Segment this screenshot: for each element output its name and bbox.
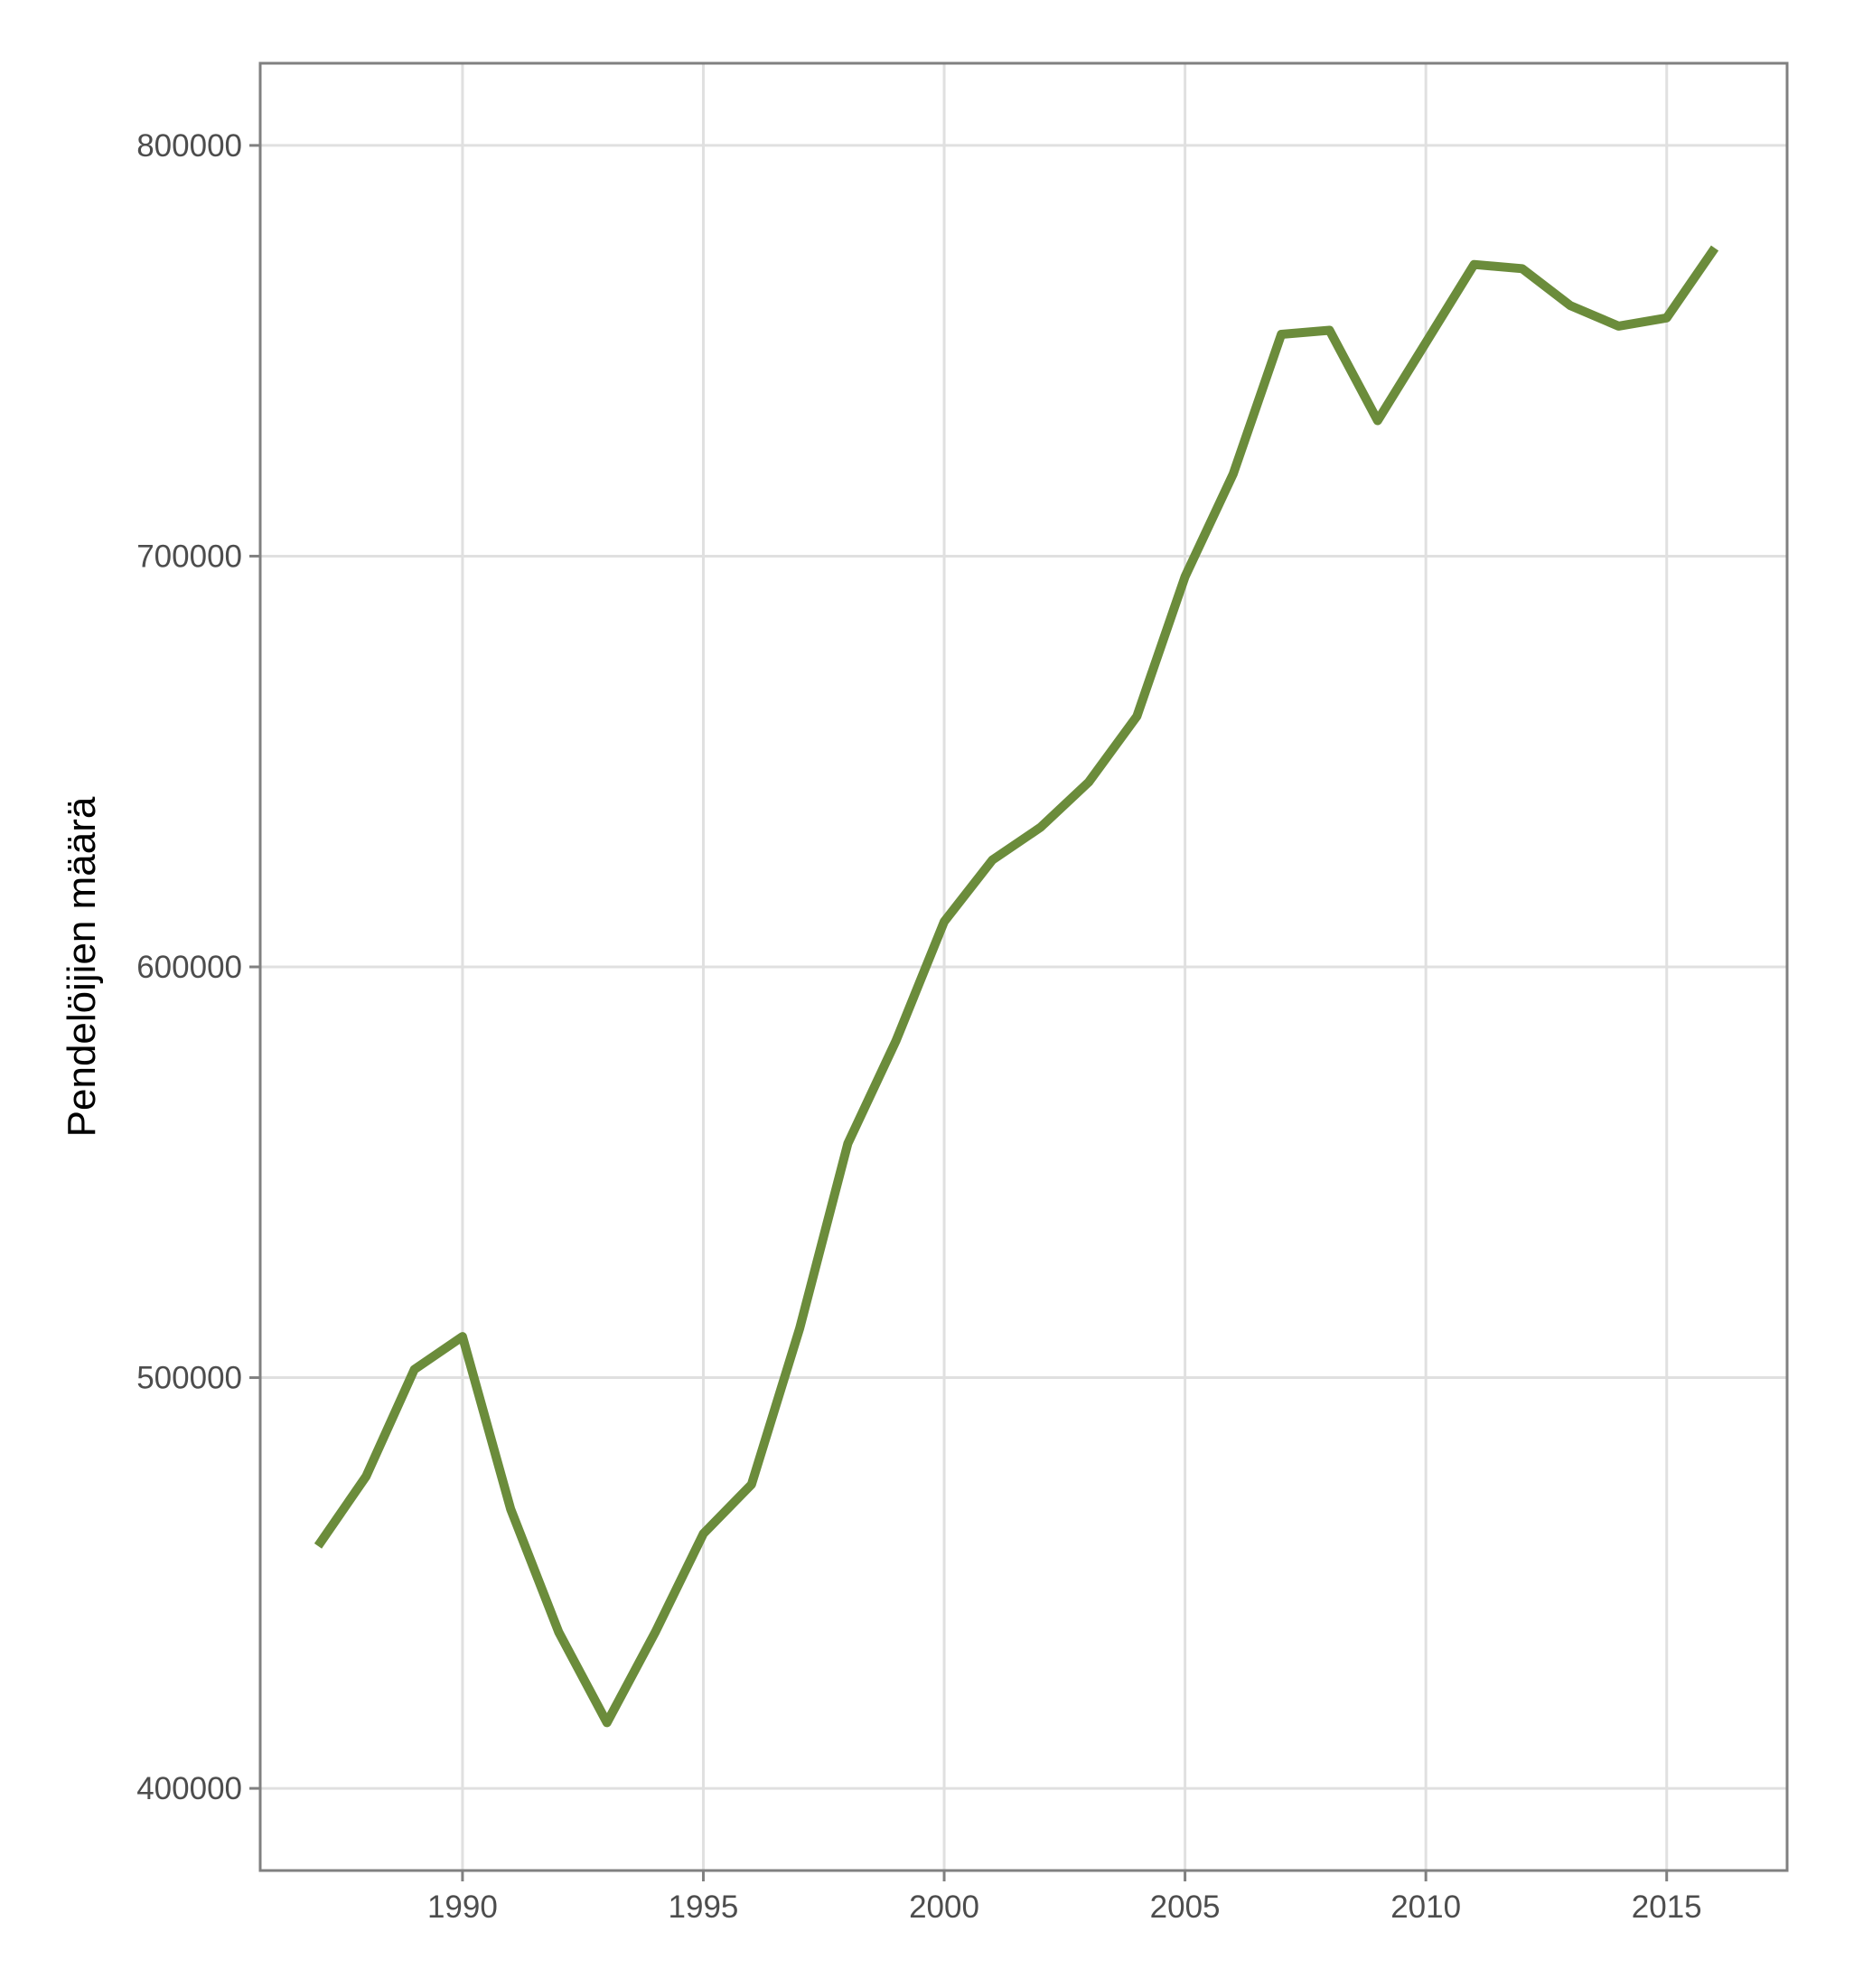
y-tick-label-600000: 600000	[136, 950, 242, 985]
series-line-0	[314, 245, 1719, 1728]
y-tick-label-700000: 700000	[136, 539, 242, 574]
x-tick-label-2005: 2005	[1150, 1890, 1221, 1925]
x-tick-label-2000: 2000	[909, 1890, 979, 1925]
x-axis: 1990 1995 2000 2005 2010 2015	[427, 1871, 1702, 1925]
series-layer	[314, 245, 1719, 1728]
y-tick-label-400000: 400000	[136, 1771, 242, 1806]
y-axis: 400000 500000 600000 700000 800000	[136, 128, 260, 1806]
x-tick-label-2015: 2015	[1632, 1890, 1702, 1925]
x-tick-label-1995: 1995	[669, 1890, 739, 1925]
x-tick-label-1990: 1990	[427, 1890, 498, 1925]
y-tick-label-500000: 500000	[136, 1361, 242, 1396]
y-tick-label-800000: 800000	[136, 128, 242, 164]
grid-lines	[260, 63, 1787, 1871]
x-tick-label-2010: 2010	[1390, 1890, 1461, 1925]
y-axis-title: Pendelöijien määrä	[60, 796, 104, 1137]
